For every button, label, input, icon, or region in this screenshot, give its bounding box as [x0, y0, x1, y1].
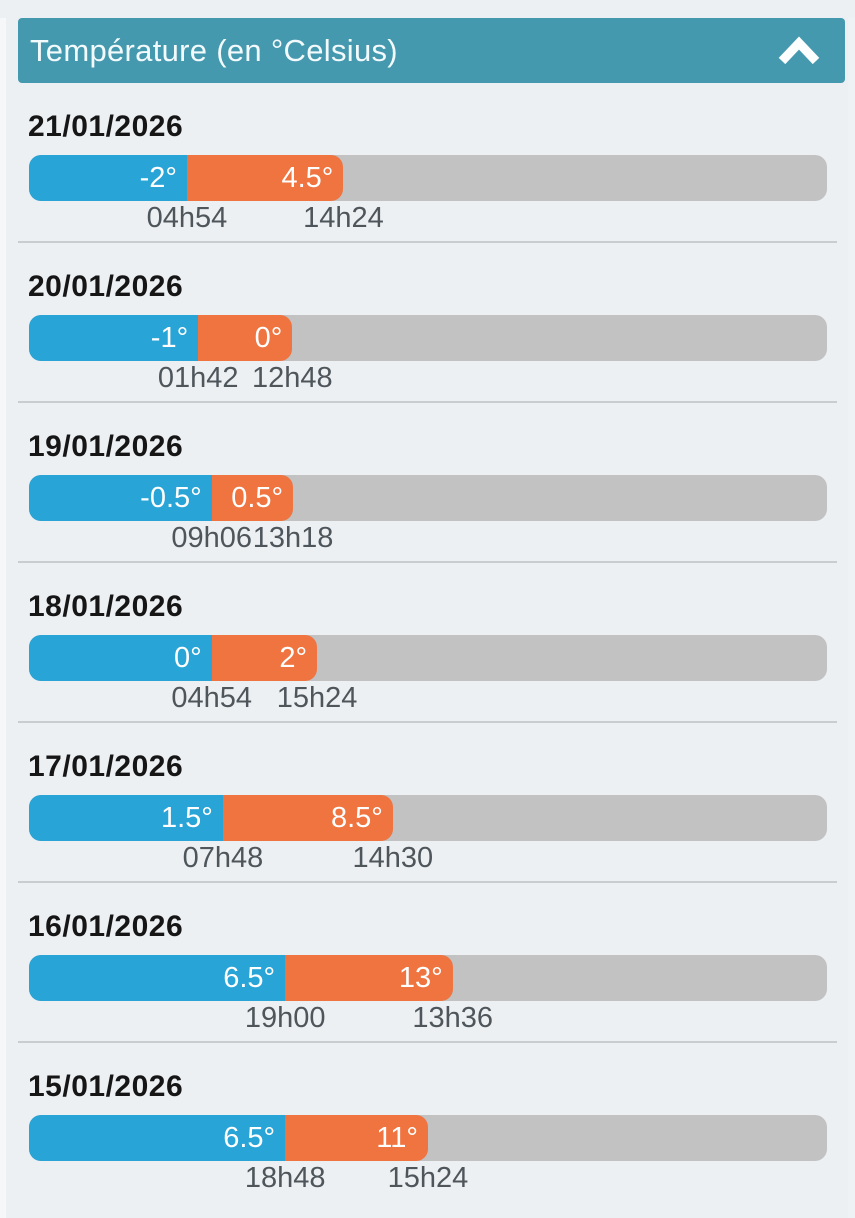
min-temp-value: -0.5° — [140, 481, 202, 514]
min-temp-segment: -1° — [29, 315, 199, 361]
max-temp-value: 13° — [398, 961, 443, 994]
max-temp-time: 15h24 — [387, 1162, 469, 1194]
max-temp-segment: 2° — [211, 635, 318, 681]
day-row: 15/01/2026 6.5° 11° 18h48 15h24 — [18, 1043, 837, 1203]
time-labels: 18h48 15h24 — [29, 1161, 827, 1195]
temperature-bar: 1.5° 8.5° — [29, 795, 827, 841]
right-edge-gutter — [848, 18, 855, 1218]
time-labels: 09h06 13h18 — [29, 521, 827, 555]
day-row: 16/01/2026 6.5° 13° 19h00 13h36 — [18, 883, 837, 1043]
temperature-bar: 6.5° 13° — [29, 955, 827, 1001]
day-date: 20/01/2026 — [28, 270, 184, 303]
temperature-bar: 6.5° 11° — [29, 1115, 827, 1161]
max-temp-value: 4.5° — [281, 161, 334, 194]
max-temp-time: 13h18 — [252, 522, 334, 554]
max-temp-value: 0° — [254, 321, 283, 354]
max-temp-time: 15h24 — [276, 682, 358, 714]
max-temp-value: 2° — [279, 641, 308, 674]
min-temp-segment: -2° — [29, 155, 187, 201]
min-temp-time: 04h54 — [146, 202, 228, 234]
max-temp-value: 8.5° — [330, 801, 383, 834]
min-temp-segment: -0.5° — [29, 475, 212, 521]
chevron-up-icon — [777, 35, 821, 66]
min-temp-segment: 6.5° — [29, 1115, 286, 1161]
day-row: 19/01/2026 -0.5° 0.5° 09h06 13h18 — [18, 403, 837, 563]
max-temp-segment: 4.5° — [187, 155, 344, 201]
time-labels: 04h54 14h24 — [29, 201, 827, 235]
min-temp-value: 1.5° — [160, 801, 213, 834]
temperature-bar: 0° 2° — [29, 635, 827, 681]
daily-temperature-list: 21/01/2026 -2° 4.5° 04h54 14h24 20/01/20… — [0, 83, 855, 1203]
min-temp-value: -1° — [150, 321, 189, 354]
time-labels: 07h48 14h30 — [29, 841, 827, 875]
max-temp-time: 13h36 — [412, 1002, 494, 1034]
min-temp-segment: 1.5° — [29, 795, 223, 841]
day-date: 19/01/2026 — [28, 430, 184, 463]
day-date: 15/01/2026 — [28, 1070, 184, 1103]
day-row: 17/01/2026 1.5° 8.5° 07h48 14h30 — [18, 723, 837, 883]
min-temp-time: 07h48 — [182, 842, 264, 874]
max-temp-segment: 13° — [285, 955, 453, 1001]
max-temp-segment: 0° — [198, 315, 293, 361]
min-temp-time: 19h00 — [244, 1002, 326, 1034]
max-temp-time: 12h48 — [252, 362, 333, 394]
min-temp-value: -2° — [139, 161, 177, 194]
min-temp-time: 01h42 — [157, 362, 239, 394]
left-edge-gutter — [0, 18, 6, 1218]
max-temp-time: 14h30 — [352, 842, 434, 874]
time-labels: 19h00 13h36 — [29, 1001, 827, 1035]
day-row: 18/01/2026 0° 2° 04h54 15h24 — [18, 563, 837, 723]
min-temp-time: 04h54 — [171, 682, 253, 714]
max-temp-value: 0.5° — [231, 481, 284, 514]
temperature-panel-header[interactable]: Température (en °Celsius) — [18, 18, 845, 83]
max-temp-value: 11° — [376, 1121, 418, 1154]
time-labels: 01h42 12h48 — [29, 361, 827, 395]
temperature-bar: -0.5° 0.5° — [29, 475, 827, 521]
temperature-bar: -2° 4.5° — [29, 155, 827, 201]
min-temp-value: 0° — [174, 641, 202, 674]
max-temp-segment: 11° — [285, 1115, 428, 1161]
max-temp-time: 14h24 — [303, 202, 384, 234]
day-date: 21/01/2026 — [28, 110, 184, 143]
min-temp-segment: 0° — [29, 635, 212, 681]
temperature-bar: -1° 0° — [29, 315, 827, 361]
panel-title: Température (en °Celsius) — [30, 32, 398, 68]
collapse-panel-button[interactable] — [777, 35, 821, 66]
min-temp-time: 09h06 — [171, 522, 253, 554]
day-date: 17/01/2026 — [28, 750, 184, 783]
max-temp-segment: 8.5° — [222, 795, 393, 841]
day-date: 18/01/2026 — [28, 590, 184, 623]
min-temp-value: 6.5° — [223, 1121, 276, 1154]
min-temp-segment: 6.5° — [29, 955, 286, 1001]
max-temp-segment: 0.5° — [211, 475, 294, 521]
day-date: 16/01/2026 — [28, 910, 184, 943]
min-temp-time: 18h48 — [244, 1162, 326, 1194]
time-labels: 04h54 15h24 — [29, 681, 827, 715]
day-row: 20/01/2026 -1° 0° 01h42 12h48 — [18, 243, 837, 403]
min-temp-value: 6.5° — [223, 961, 276, 994]
day-row: 21/01/2026 -2° 4.5° 04h54 14h24 — [18, 83, 837, 243]
